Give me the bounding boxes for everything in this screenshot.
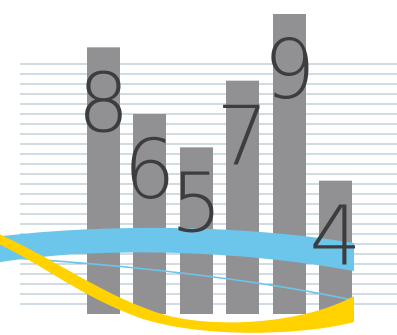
bar-7 — [226, 80, 259, 315]
data-label-8: 8 — [77, 56, 129, 151]
bar-8 — [87, 47, 120, 314]
bar-6 — [133, 114, 166, 314]
bar-9 — [273, 14, 306, 314]
yellow-wave-shape — [0, 234, 354, 333]
decorative-waves — [0, 227, 354, 333]
data-label-5: 5 — [170, 156, 222, 251]
blue-wave-shape — [0, 227, 354, 271]
data-label-9: 9 — [263, 23, 315, 118]
data-label-6: 6 — [123, 123, 175, 218]
data-label-7: 7 — [216, 90, 268, 185]
data-label-4: 4 — [309, 190, 361, 285]
